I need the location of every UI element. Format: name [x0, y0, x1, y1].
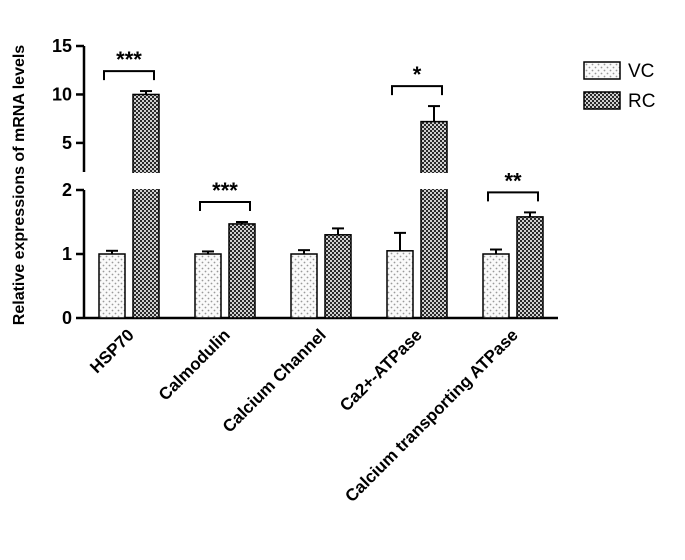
bar-break-gap-RC-3: [419, 173, 449, 189]
y-tick-label-up-1: 10: [52, 84, 72, 104]
bar-VC-1: [194, 253, 222, 319]
significance-bracket-3: [391, 85, 443, 96]
bar-RC-0: [132, 93, 160, 319]
significance-bracket-4: [487, 191, 539, 202]
x-tick-label-3: Ca2+-ATPase: [336, 325, 426, 415]
significance-label-4: **: [504, 168, 522, 193]
y-tick-label-low-0: 0: [62, 308, 72, 328]
x-tick-label-4: Calcium transporting ATPase: [341, 325, 521, 505]
significance-label-0: ***: [116, 47, 142, 72]
significance-label-1: ***: [212, 178, 238, 203]
legend-swatch-VC: [583, 61, 621, 80]
significance-bracket-0: [103, 70, 155, 81]
bar-VC-0: [98, 253, 126, 319]
significance-label-3: *: [413, 62, 422, 87]
bar-break-gap-RC-0: [131, 173, 161, 189]
legend: VC RC: [583, 61, 655, 112]
y-tick-label-up-0: 5: [62, 133, 72, 153]
legend-label-RC: RC: [628, 91, 655, 112]
significance-markers: *********: [103, 47, 539, 211]
bar-RC-3: [420, 120, 448, 319]
y-tick-label-up-2: 15: [52, 36, 72, 56]
bar-RC-4: [516, 216, 544, 319]
x-tick-label-2: Calcium Channel: [219, 325, 330, 436]
bar-VC-3: [386, 250, 414, 319]
y-tick-label-low-2: 2: [62, 180, 72, 200]
x-tick-label-1: Calmodulin: [155, 325, 234, 404]
bars: [98, 90, 544, 319]
y-axis-label: Relative expressions of mRNA levels: [11, 45, 28, 326]
legend-swatch-RC: [583, 91, 621, 110]
y-tick-label-low-1: 1: [62, 244, 72, 264]
bar-RC-1: [228, 223, 256, 319]
legend-label-VC: VC: [628, 61, 654, 82]
bar-VC-4: [482, 253, 510, 319]
significance-bracket-1: [199, 201, 251, 211]
bar-VC-2: [290, 253, 318, 319]
y-ticks: 0 1 2 5 10 15: [52, 36, 84, 328]
x-tick-label-0: HSP70: [86, 325, 138, 377]
bar-RC-2: [324, 234, 352, 319]
